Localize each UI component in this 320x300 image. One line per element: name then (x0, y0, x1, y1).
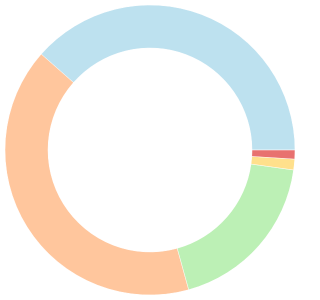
chart (4, 4, 296, 296)
donut-segment (4, 53, 190, 296)
donut-segment (176, 163, 294, 291)
page: (() => { const data = JSON.parse(documen… (4, 4, 296, 296)
donut-segment (40, 4, 296, 151)
donut-segment (251, 149, 296, 160)
